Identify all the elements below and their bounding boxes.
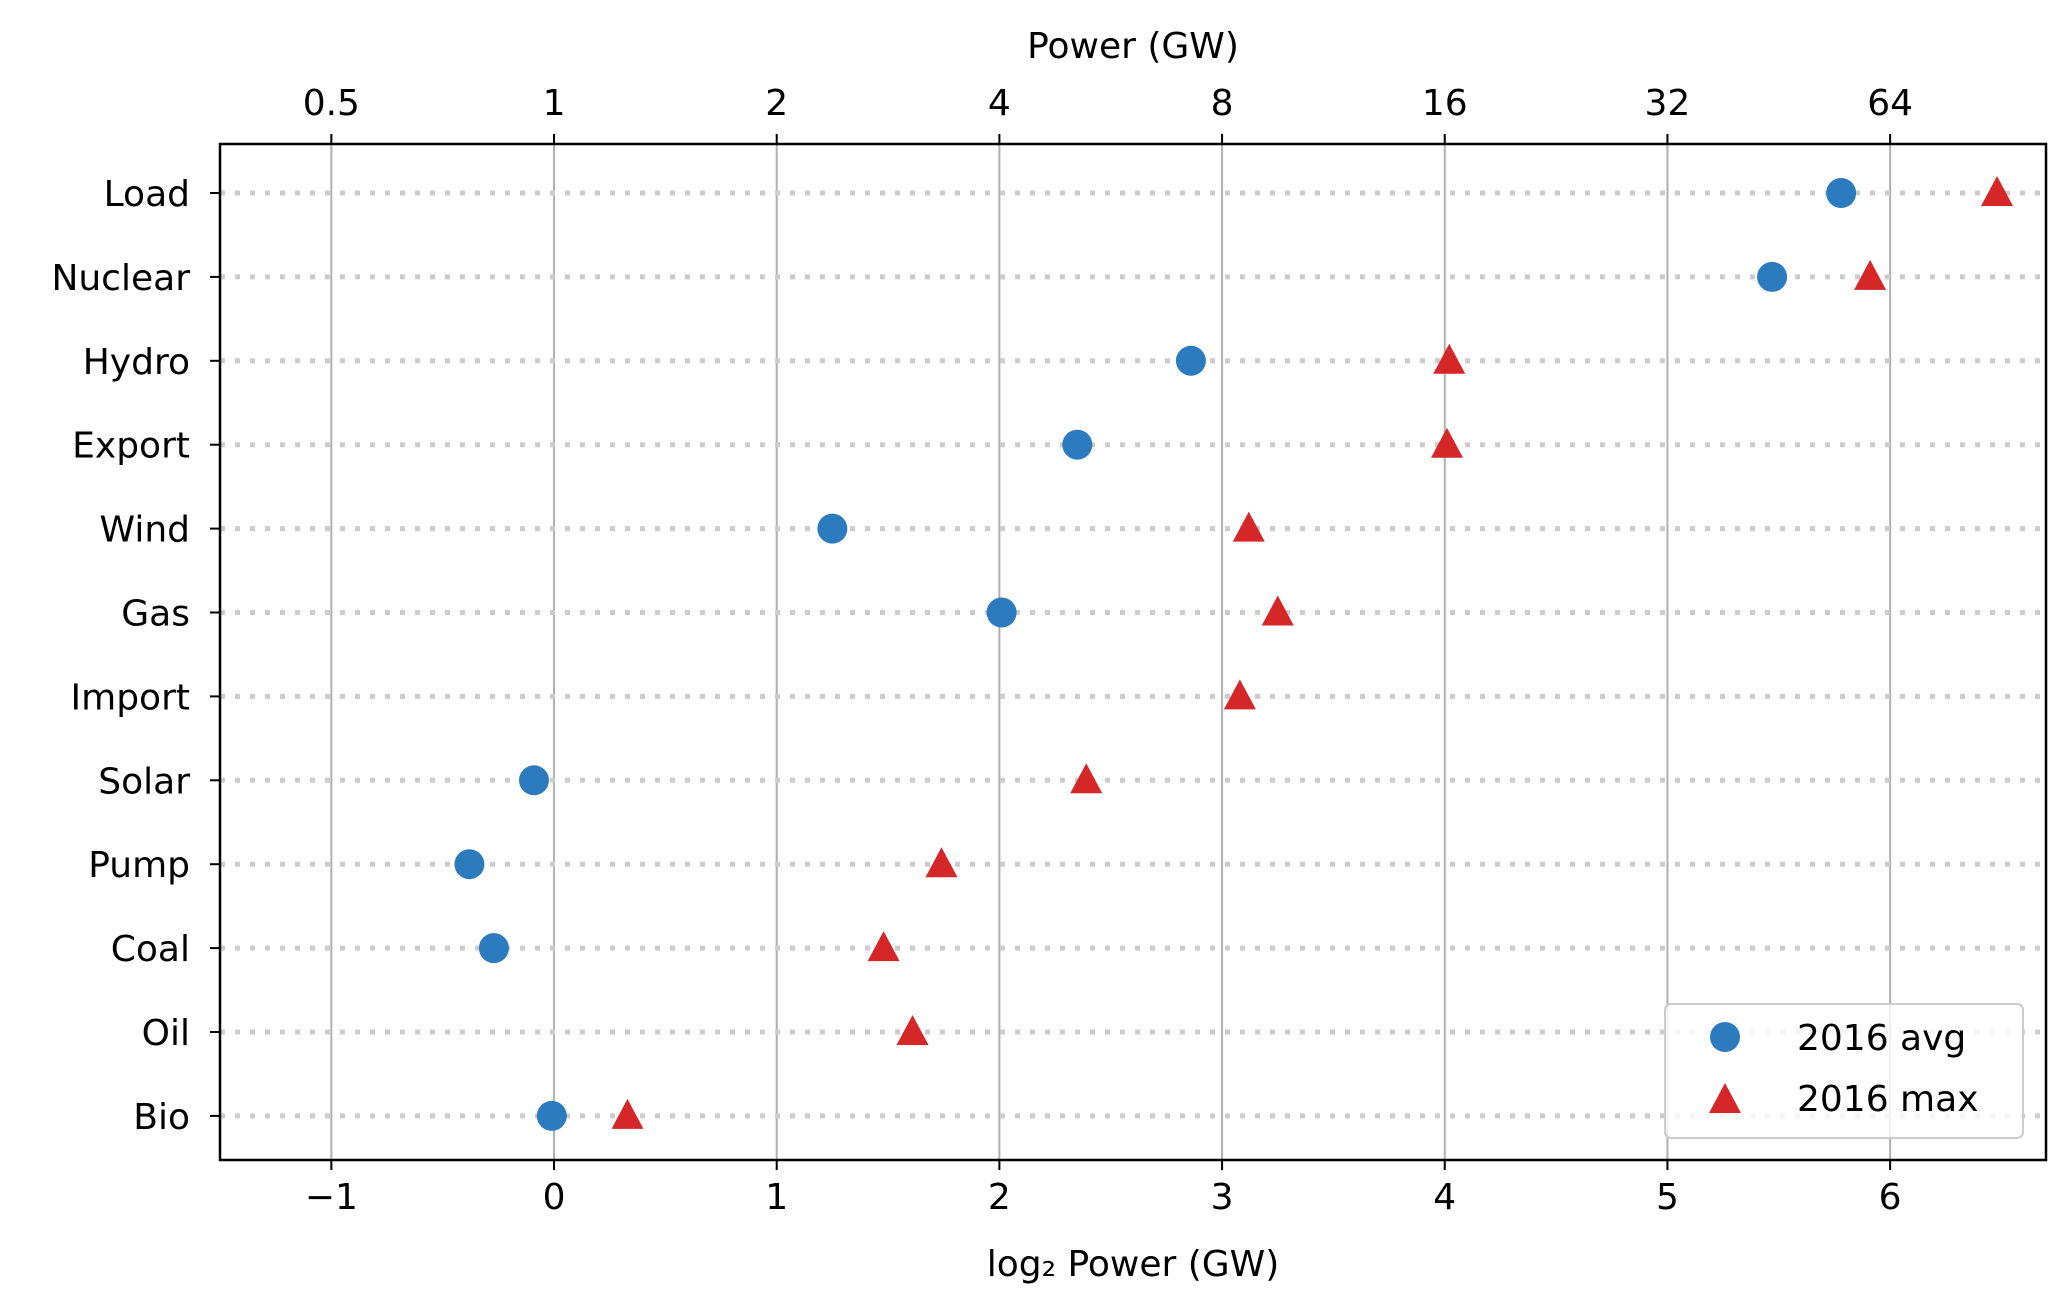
x-tick-label: 0 bbox=[543, 1177, 566, 1218]
max-point bbox=[1981, 176, 2014, 206]
y-tick-label: Export bbox=[72, 426, 190, 467]
marker-layer bbox=[454, 176, 2014, 1131]
top-x-tick-label: 4 bbox=[988, 83, 1011, 124]
avg-point bbox=[1175, 345, 1206, 376]
x-tick-label: 4 bbox=[1433, 1177, 1456, 1218]
max-point bbox=[1430, 427, 1463, 458]
avg-point bbox=[536, 1100, 567, 1131]
legend-avg-marker bbox=[1710, 1022, 1740, 1052]
top-x-tick-label: 64 bbox=[1867, 83, 1913, 124]
max-point bbox=[1854, 259, 1887, 290]
legend-avg-label: 2016 avg bbox=[1797, 1018, 1966, 1059]
y-tick-label: Import bbox=[71, 677, 190, 718]
max-point bbox=[867, 931, 900, 962]
max-point bbox=[1433, 343, 1466, 374]
legend-box bbox=[1664, 1003, 2024, 1139]
x-tick-label: 6 bbox=[1879, 1177, 1902, 1218]
y-tick-label: Gas bbox=[121, 594, 190, 635]
x-tick-label: −1 bbox=[305, 1177, 358, 1218]
y-tick-label: Bio bbox=[133, 1097, 190, 1138]
max-point bbox=[611, 1098, 644, 1129]
legend-max-label: 2016 max bbox=[1797, 1079, 1979, 1120]
axis-layer: −1 0 1 2 3 4 5 6 0.5 1 2 4 8 16 32 64 Load Nuclear Hydro Ex… bbox=[51, 83, 1913, 1218]
y-tick-label: Pump bbox=[88, 845, 190, 886]
top-x-tick-label: 32 bbox=[1645, 83, 1691, 124]
y-tick-label: Hydro bbox=[83, 342, 190, 383]
top-x-tick-label: 16 bbox=[1422, 83, 1468, 124]
y-tick-label: Wind bbox=[100, 510, 190, 551]
legend-max-marker bbox=[1709, 1083, 1741, 1113]
top-x-tick-label: 2 bbox=[765, 83, 788, 124]
y-tick-label: Load bbox=[104, 174, 190, 215]
avg-point bbox=[1826, 178, 1857, 208]
max-point bbox=[1232, 511, 1265, 542]
y-tick-label: Coal bbox=[111, 929, 190, 970]
top-x-tick-label: 1 bbox=[543, 83, 566, 124]
plot-frame bbox=[218, 142, 2048, 1162]
top-x-tick-label: 8 bbox=[1211, 83, 1234, 124]
max-point bbox=[1070, 763, 1103, 794]
max-point bbox=[1223, 679, 1256, 710]
max-point bbox=[1261, 595, 1294, 626]
top-x-tick-label: 0.5 bbox=[303, 83, 360, 124]
max-point bbox=[896, 1015, 929, 1045]
x-tick-label: 5 bbox=[1656, 1177, 1679, 1218]
max-point bbox=[925, 847, 958, 878]
legend: 2016 avg 2016 max bbox=[1664, 1003, 2024, 1139]
bottom-axis-title: log₂ Power (GW) bbox=[987, 1244, 1280, 1285]
x-tick-label: 1 bbox=[765, 1177, 788, 1218]
avg-point bbox=[518, 765, 549, 796]
x-tick-label: 2 bbox=[988, 1177, 1011, 1218]
avg-point bbox=[1757, 261, 1788, 292]
avg-point bbox=[817, 513, 848, 544]
y-tick-label: Solar bbox=[98, 761, 190, 802]
avg-point bbox=[454, 849, 485, 880]
y-tick-label: Nuclear bbox=[51, 258, 190, 299]
avg-point bbox=[986, 597, 1017, 628]
avg-point bbox=[1062, 429, 1093, 460]
x-tick-label: 3 bbox=[1211, 1177, 1234, 1218]
y-tick-label: Oil bbox=[142, 1013, 190, 1054]
avg-point bbox=[478, 933, 509, 964]
top-axis-title: Power (GW) bbox=[1027, 26, 1239, 67]
